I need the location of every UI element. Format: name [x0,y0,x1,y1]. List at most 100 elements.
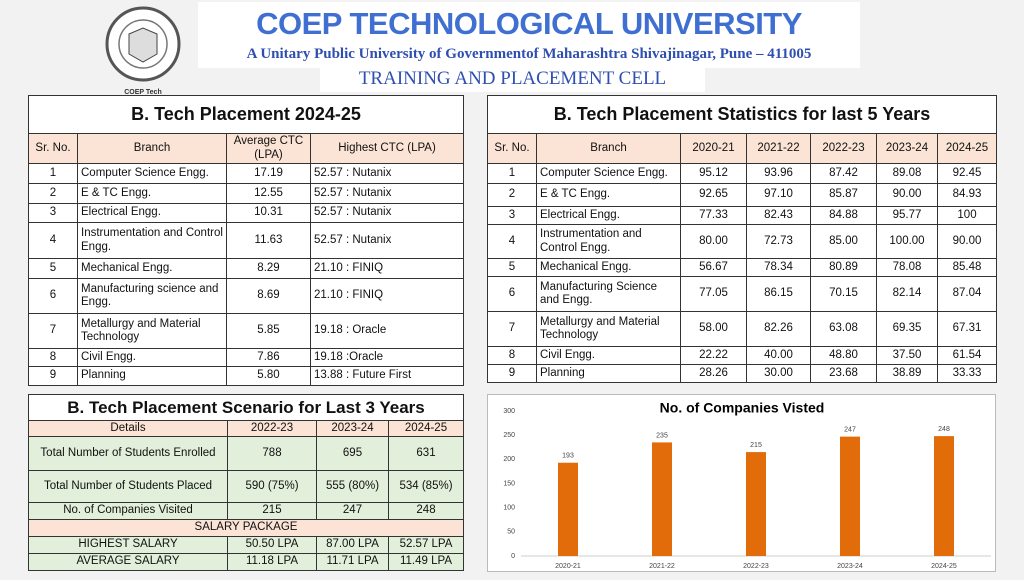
table-cell: 11.71 LPA [317,554,389,571]
table-cell: 90.00 [938,225,997,259]
table-cell: 95.12 [681,164,747,184]
table: B. Tech Placement 2024-25 Sr. No. Branch Av… [28,95,464,386]
data-label: 235 [656,432,668,439]
table-cell: 33.33 [938,365,997,383]
table-row: 7 Metallurgy and Material Technology 58.00… [488,312,997,347]
table-cell: Manufacturing science and Engg. [78,279,227,314]
chart: No. of Companies Visted 0 50 100 150 200 250 3… [487,394,996,572]
table-cell: 1 [29,164,78,184]
column-header: Details [29,421,228,437]
table-cell: 21.10 : FINIQ [311,259,464,279]
table-cell: 50.50 LPA [228,537,317,554]
x-tick-label: 2020-21 [555,563,581,570]
column-header: 2023-24 [877,134,938,164]
table-row: 1 Computer Science Engg. 17.19 52.57 : Nuta… [29,164,464,184]
cell-title: TRAINING AND PLACEMENT CELL [320,66,705,92]
y-tick-label: 100 [503,505,515,512]
table-cell: 85.00 [811,225,877,259]
table-cell: 2 [488,184,537,207]
table-cell: 37.50 [877,347,938,365]
table-cell: Electrical Engg. [78,204,227,223]
table-cell: 84.88 [811,207,877,225]
table-cell: 48.80 [811,347,877,365]
table-row: 6 Manufacturing science and Engg. 8.69 21.1… [29,279,464,314]
table-cell: 7.86 [227,349,311,367]
table-cell: 11.49 LPA [389,554,464,571]
table-cell: 555 (80%) [317,471,389,503]
table-cell: 38.89 [877,365,938,383]
column-header: Average CTC (LPA) [227,134,311,164]
x-tick-label: 2023-24 [837,563,863,570]
bar [558,462,578,556]
table-cell: 30.00 [747,365,811,383]
table-row: 9 Planning 28.26 30.00 23.68 38.89 33.33 [488,365,997,383]
table-cell: 5.85 [227,314,311,349]
table-cell: 85.48 [938,259,997,277]
table-cell: 1 [488,164,537,184]
table-cell: 52.57 LPA [389,537,464,554]
data-label: 248 [938,426,950,433]
y-tick-label: 250 [503,432,515,439]
table-cell: 67.31 [938,312,997,347]
y-tick-label: 300 [503,408,515,415]
table-cell: HIGHEST SALARY [29,537,228,554]
table-cell: 5 [29,259,78,279]
table-cell: 56.67 [681,259,747,277]
data-label: 247 [844,426,856,433]
table-row: Sr. No. Branch 2020-21 2021-22 2022-23 2023-2… [488,134,997,164]
column-header: 2021-22 [747,134,811,164]
y-tick-label: 150 [503,480,515,487]
table-cell: 87.04 [938,277,997,312]
table-cell: 13.88 : Future First [311,367,464,386]
bar [652,442,672,556]
table-row: Details 2022-23 2023-24 2024-25 [29,421,464,437]
column-header: 2023-24 [317,421,389,437]
table-cell: Manufacturing Science and Engg. [537,277,681,312]
table-cell: 247 [317,503,389,520]
table-cell: 4 [29,223,78,259]
table-cell: 97.10 [747,184,811,207]
column-header: Sr. No. [29,134,78,164]
column-header: 2022-23 [811,134,877,164]
table-cell: 61.54 [938,347,997,365]
table-cell: 78.34 [747,259,811,277]
table-cell: 82.43 [747,207,811,225]
column-header: Highest CTC (LPA) [311,134,464,164]
table-cell: 788 [228,437,317,471]
table-cell: 82.26 [747,312,811,347]
table-cell: 22.22 [681,347,747,365]
table-cell: 58.00 [681,312,747,347]
table-row: No. of Companies Visited 215 247 248 [29,503,464,520]
table-cell: 52.57 : Nutanix [311,204,464,223]
table-cell: 52.57 : Nutanix [311,223,464,259]
table-cell: 9 [29,367,78,386]
table-cell: 84.93 [938,184,997,207]
table-cell: 85.87 [811,184,877,207]
table-cell: 6 [488,277,537,312]
table-row: 4 Instrumentation and Control Engg. 80.00 7… [488,225,997,259]
subtitle: A Unitary Public University of Governmen… [246,46,812,62]
table-cell: 2 [29,184,78,204]
bar [934,436,954,556]
table-row: B. Tech Placement Scenario for Last 3 Ye… [29,395,464,421]
table-cell: 7 [29,314,78,349]
table-cell: 92.45 [938,164,997,184]
table-cell: 87.42 [811,164,877,184]
table-cell: 80.89 [811,259,877,277]
y-tick-label: 0 [511,553,515,560]
table-row: Total Number of Students Placed 590 (75%)… [29,471,464,503]
table-cell: 21.10 : FINIQ [311,279,464,314]
table-cell: 5.80 [227,367,311,386]
table-cell: 87.00 LPA [317,537,389,554]
table-cell: 9 [488,365,537,383]
table-cell: 8 [29,349,78,367]
table-cell: Electrical Engg. [537,207,681,225]
table-cell: 3 [29,204,78,223]
logo-emblem [105,6,181,82]
table-cell: 11.18 LPA [228,554,317,571]
table-cell: Civil Engg. [78,349,227,367]
table-row: Total Number of Students Enrolled 788 695 6… [29,437,464,471]
table-cell: 4 [488,225,537,259]
